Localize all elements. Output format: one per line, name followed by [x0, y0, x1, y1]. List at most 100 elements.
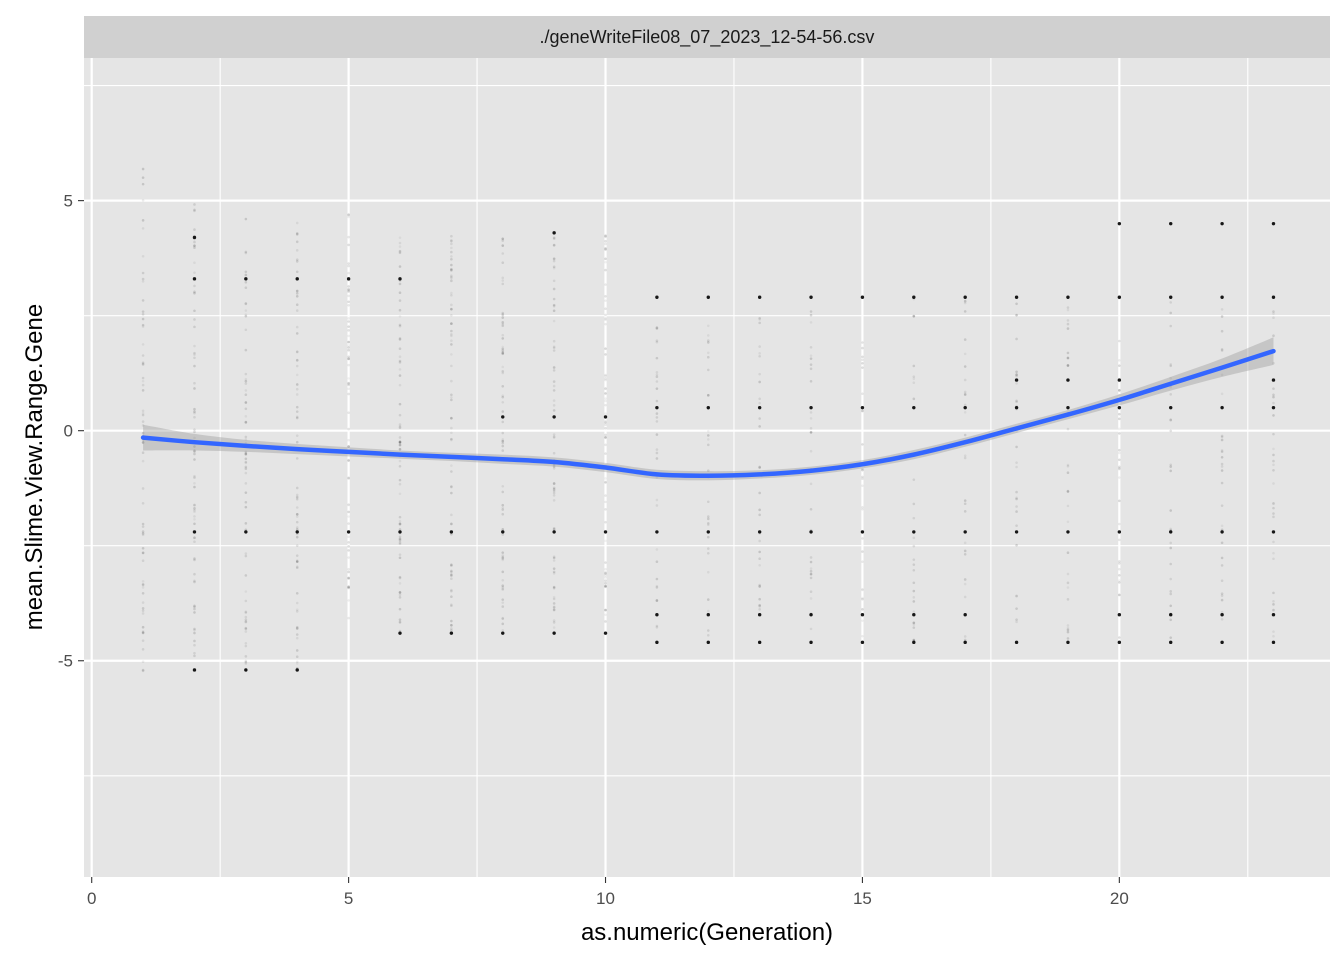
data-point: [193, 643, 196, 647]
data-point: [552, 527, 556, 530]
data-point: [450, 277, 453, 280]
data-point: [1272, 515, 1275, 519]
data-point: [604, 419, 607, 423]
data-point: [141, 522, 145, 526]
data-point: [141, 431, 145, 435]
data-point: [501, 415, 505, 419]
data-point: [912, 623, 916, 627]
data-point: [963, 433, 967, 437]
data-point: [347, 357, 350, 361]
data-point: [141, 487, 145, 490]
data-point: [501, 237, 505, 241]
data-point: [758, 425, 761, 428]
data-point: [861, 475, 864, 479]
data-point: [141, 413, 145, 417]
data-point: [1066, 306, 1070, 309]
data-point: [450, 563, 453, 567]
data-point: [501, 394, 505, 397]
data-point: [552, 464, 556, 467]
data-point: [244, 452, 248, 456]
data-point: [1272, 630, 1275, 633]
data-point: [1220, 592, 1224, 595]
data-point: [398, 282, 402, 286]
data-point: [398, 537, 402, 541]
data-point: [1066, 319, 1070, 322]
data-point: [552, 585, 556, 589]
data-point: [860, 295, 865, 299]
data-point: [809, 590, 813, 593]
data-point: [295, 512, 299, 516]
data-point: [1014, 295, 1019, 299]
data-point: [450, 577, 453, 580]
data-point: [1169, 640, 1173, 645]
data-point: [1272, 432, 1275, 436]
data-point: [398, 443, 402, 447]
data-point: [1066, 295, 1070, 299]
data-point: [450, 242, 453, 246]
data-point: [244, 620, 248, 623]
data-point: [450, 398, 453, 402]
data-point: [141, 182, 145, 186]
data-point: [501, 322, 505, 326]
data-point: [450, 533, 453, 536]
data-point: [398, 522, 402, 525]
data-point: [193, 228, 196, 231]
data-point: [604, 433, 607, 437]
data-point: [295, 393, 299, 396]
data-point: [450, 334, 453, 338]
data-point: [192, 235, 197, 240]
data-point: [552, 586, 556, 590]
data-point: [295, 526, 299, 529]
data-point: [244, 644, 248, 648]
data-point: [295, 627, 299, 630]
data-point: [604, 480, 607, 484]
data-point: [141, 629, 145, 633]
data-point: [295, 636, 299, 640]
data-point: [604, 421, 607, 424]
data-point: [501, 617, 505, 620]
data-point: [347, 503, 350, 507]
data-point: [758, 401, 761, 405]
data-point: [398, 443, 402, 447]
data-point: [501, 587, 505, 591]
data-point: [193, 536, 196, 540]
data-point: [193, 436, 196, 440]
data-point: [141, 362, 145, 365]
data-point: [398, 607, 402, 611]
data-point: [604, 567, 607, 571]
data-point: [141, 379, 145, 383]
data-point: [295, 260, 299, 263]
data-point: [193, 291, 196, 295]
data-point: [1118, 458, 1121, 462]
data-point: [706, 394, 710, 397]
x-tick-label: 10: [596, 889, 615, 908]
data-point: [398, 556, 402, 560]
data-point: [141, 532, 145, 535]
data-point: [552, 631, 556, 635]
data-point: [501, 313, 505, 316]
data-point: [604, 572, 607, 575]
data-point: [398, 464, 402, 468]
data-point: [193, 485, 196, 489]
data-point: [450, 522, 453, 526]
data-point: [1118, 364, 1121, 367]
data-point: [244, 530, 248, 534]
data-point: [963, 454, 967, 458]
data-point: [758, 352, 761, 355]
data-point: [1169, 405, 1173, 410]
data-point: [295, 364, 299, 368]
data-point: [604, 613, 607, 617]
data-point: [347, 599, 350, 602]
facet-strip: ./geneWriteFile08_07_2023_12-54-56.csv: [84, 16, 1330, 58]
data-point: [193, 209, 196, 213]
data-point: [295, 382, 299, 386]
data-point: [450, 604, 453, 608]
data-point: [604, 317, 607, 320]
data-point: [1272, 591, 1275, 595]
data-point: [193, 309, 196, 313]
data-point: [347, 445, 350, 449]
data-point: [1066, 322, 1070, 326]
data-point: [1015, 370, 1018, 374]
data-point: [963, 365, 967, 368]
